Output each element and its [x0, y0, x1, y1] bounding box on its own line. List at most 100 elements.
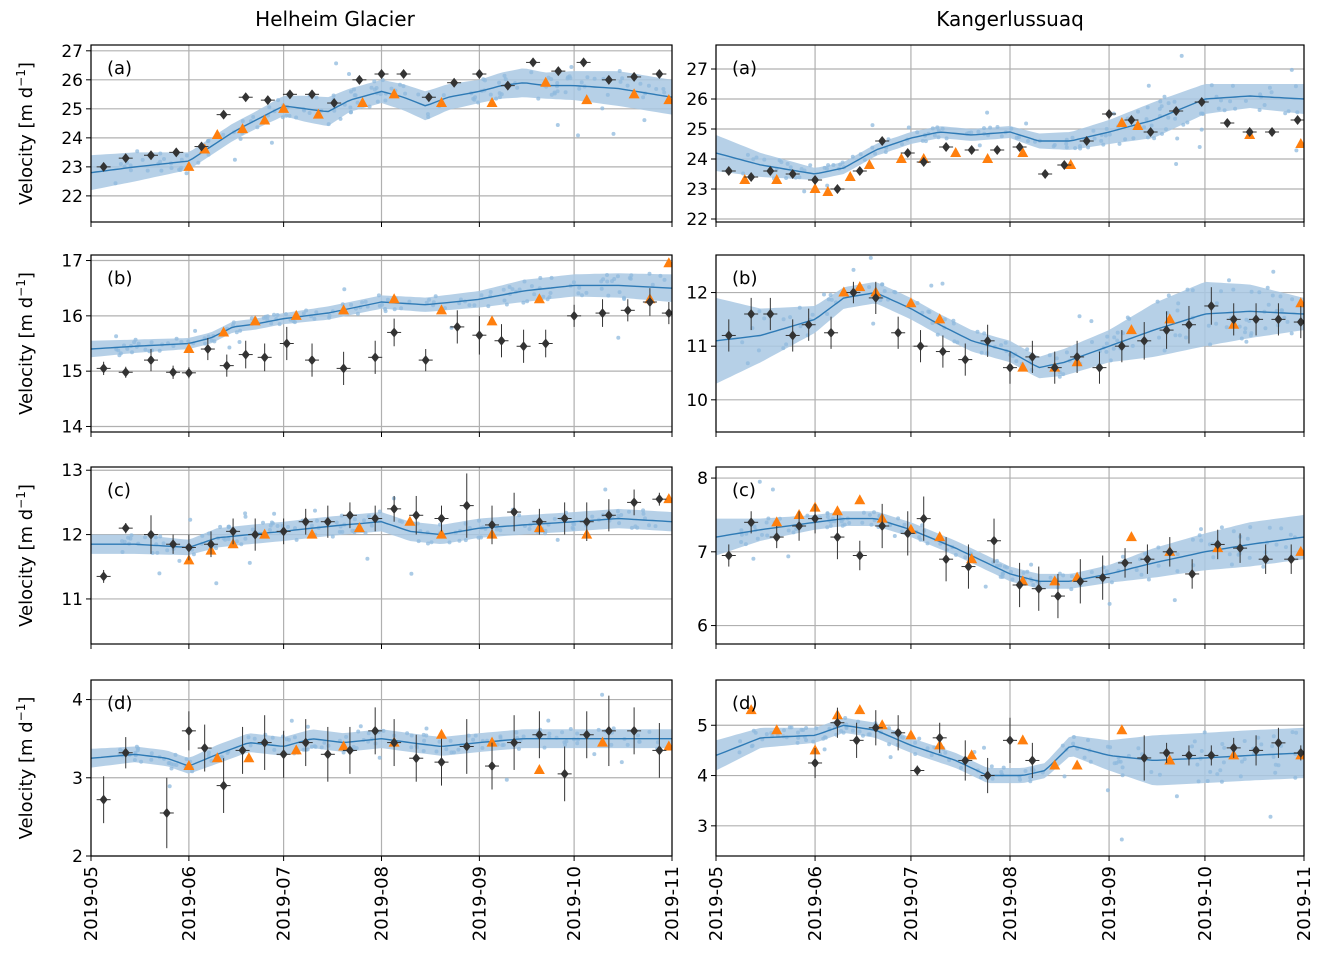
y-tick-label: 25: [686, 120, 708, 140]
scatter-point: [251, 115, 256, 119]
scatter-point: [754, 155, 759, 160]
triangle-marker: [183, 760, 195, 771]
plot-area: [91, 257, 672, 385]
scatter-point: [858, 152, 863, 157]
y-tick-label: 12: [61, 526, 83, 546]
column-title-kangerlussuaq: Kangerlussuaq: [936, 7, 1084, 31]
scatter-point: [998, 574, 1003, 579]
scatter-point: [383, 307, 388, 311]
scatter-point: [542, 745, 547, 750]
scatter-point: [917, 736, 922, 741]
diamond-marker: [645, 297, 654, 308]
scatter-point: [340, 529, 345, 534]
diamond-marker: [1053, 591, 1062, 602]
scatter-point: [1123, 137, 1128, 142]
scatter-point: [434, 749, 439, 754]
scatter-point: [238, 136, 243, 141]
scatter-point: [900, 142, 904, 147]
scatter-point: [943, 750, 948, 755]
triangle-marker: [863, 159, 875, 169]
scatter-point: [932, 133, 937, 138]
scatter-point: [764, 520, 769, 525]
scatter-point: [751, 728, 756, 733]
scatter-point: [1224, 325, 1229, 330]
scatter-point: [1107, 601, 1112, 606]
scatter-point: [304, 308, 309, 313]
y-tick-label: 4: [72, 691, 83, 711]
diamond-marker: [301, 737, 310, 748]
triangle-marker: [1049, 759, 1061, 770]
scatter-point: [502, 298, 507, 303]
diamond-marker: [724, 330, 733, 341]
scatter-point: [349, 302, 354, 307]
scatter-point: [1199, 127, 1204, 132]
diamond-marker: [855, 550, 864, 561]
scatter-point: [1146, 577, 1151, 582]
scatter-point: [1139, 572, 1144, 577]
scatter-point: [275, 524, 280, 528]
scatter-point: [307, 111, 312, 115]
scatter-point: [517, 287, 522, 292]
scatter-point: [467, 303, 472, 308]
scatter-point: [887, 726, 891, 731]
diamond-marker: [664, 308, 672, 319]
diamond-marker: [1073, 351, 1082, 362]
scatter-point: [866, 732, 871, 737]
scatter-point: [1262, 103, 1267, 107]
scatter-point: [232, 157, 237, 162]
diamond-marker: [1146, 127, 1155, 137]
scatter-point: [745, 152, 750, 157]
y-tick-label: 3: [697, 817, 708, 837]
scatter-point: [1078, 146, 1083, 151]
scatter-point: [501, 742, 506, 747]
scatter-point: [405, 731, 410, 736]
x-tick-label: 2019-08: [372, 866, 393, 941]
diamond-marker: [1213, 539, 1222, 550]
scatter-point: [169, 166, 174, 170]
triangle-marker: [338, 304, 350, 315]
scatter-point: [1014, 359, 1019, 364]
scatter-point: [1219, 289, 1223, 294]
scatter-point: [407, 299, 412, 304]
scatter-point: [486, 304, 491, 309]
scatter-point: [1009, 569, 1013, 574]
scatter-point: [372, 79, 377, 84]
scatter-point: [134, 744, 139, 749]
triangle-marker: [435, 528, 447, 539]
diamond-marker: [747, 309, 756, 319]
diamond-marker: [1274, 314, 1283, 325]
scatter-point: [952, 339, 957, 344]
scatter-point: [920, 138, 925, 143]
scatter-point: [162, 157, 166, 161]
scatter-point: [190, 769, 195, 774]
scatter-point: [828, 293, 833, 297]
scatter-point: [292, 735, 297, 740]
scatter-point: [1105, 334, 1110, 339]
scatter-point: [1219, 779, 1224, 784]
scatter-point: [935, 332, 940, 337]
scatter-point: [826, 297, 831, 302]
diamond-marker: [1117, 341, 1126, 352]
scatter-point: [797, 305, 802, 310]
scatter-point: [555, 537, 560, 542]
scatter-point: [449, 325, 454, 330]
triangle-marker: [1116, 117, 1128, 127]
scatter-point: [416, 92, 421, 97]
scatter-point: [1283, 545, 1288, 550]
scatter-point: [781, 317, 786, 322]
scatter-point: [1060, 743, 1065, 748]
scatter-point: [906, 125, 911, 130]
diamond-marker: [811, 757, 820, 768]
scatter-point: [1057, 571, 1062, 576]
scatter-point: [149, 340, 154, 345]
x-tick-label: 2019-05: [706, 866, 727, 941]
triangle-marker: [1132, 120, 1144, 130]
scatter-point: [353, 93, 358, 98]
scatter-point: [831, 163, 836, 167]
scatter-point: [538, 276, 543, 280]
scatter-point: [270, 521, 275, 526]
diamond-marker: [241, 92, 250, 103]
scatter-point: [120, 550, 125, 554]
plot-area: [716, 53, 1304, 196]
scatter-point: [161, 541, 166, 546]
